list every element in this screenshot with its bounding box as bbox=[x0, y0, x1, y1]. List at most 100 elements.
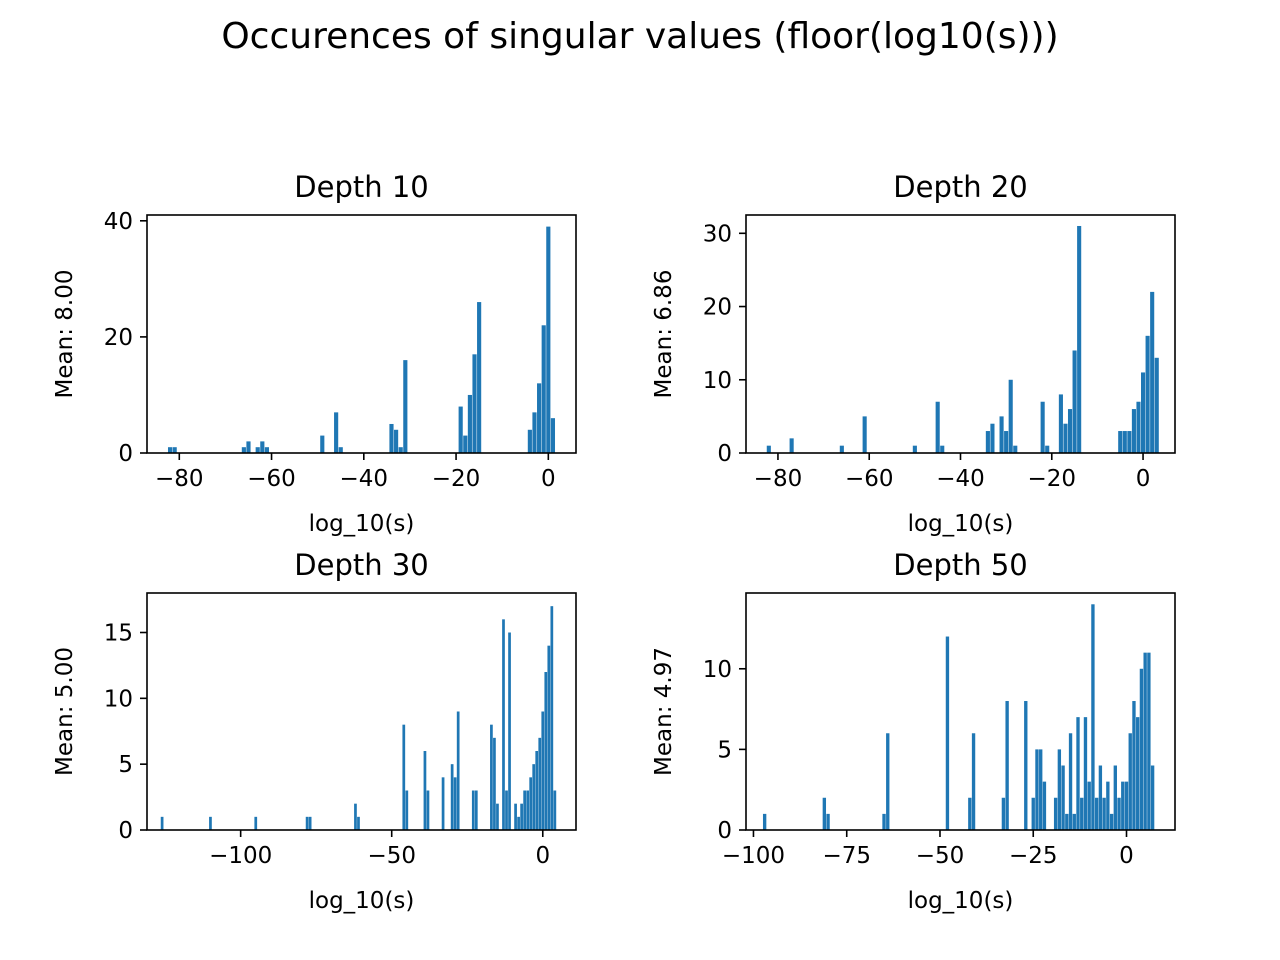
bar bbox=[394, 429, 399, 453]
bar bbox=[553, 790, 557, 830]
bar bbox=[467, 394, 472, 453]
x-tick-label: 0 bbox=[1136, 466, 1151, 492]
x-tick-label: −25 bbox=[1009, 843, 1058, 869]
y-tick-label: 20 bbox=[703, 295, 732, 321]
x-tick-label: −80 bbox=[754, 466, 803, 492]
axes-frame bbox=[745, 592, 1176, 831]
x-tick-label: −80 bbox=[155, 466, 204, 492]
bar bbox=[1035, 749, 1039, 830]
bar bbox=[1072, 813, 1076, 830]
subplot-depth-30: −100 −50 0 0 5 10 15 Depth 30 log_10(s) Mean: 5.0… bbox=[52, 548, 577, 914]
bar bbox=[1091, 604, 1095, 830]
bar bbox=[1080, 797, 1084, 830]
bar bbox=[541, 711, 545, 830]
bar bbox=[1065, 813, 1069, 830]
bar bbox=[1087, 781, 1091, 830]
y-tick-label: 10 bbox=[104, 686, 133, 712]
bar bbox=[1102, 797, 1106, 830]
bar bbox=[334, 412, 339, 453]
bar bbox=[1031, 797, 1035, 830]
bar bbox=[526, 790, 530, 830]
bar bbox=[463, 435, 468, 453]
bar bbox=[490, 724, 493, 830]
bar bbox=[1124, 781, 1129, 830]
bar bbox=[1143, 652, 1147, 830]
x-tick-label: −50 bbox=[916, 843, 965, 869]
bar bbox=[532, 412, 537, 453]
bar bbox=[1113, 765, 1117, 830]
bar bbox=[1077, 225, 1082, 453]
bar bbox=[403, 360, 408, 453]
bar bbox=[456, 711, 460, 830]
bar bbox=[496, 803, 499, 830]
y-axis-label: Mean: 6.86 bbox=[651, 270, 677, 399]
bar bbox=[1042, 781, 1047, 830]
bar bbox=[1128, 733, 1132, 830]
bar bbox=[1118, 431, 1123, 453]
bar bbox=[398, 447, 403, 453]
bar bbox=[532, 764, 536, 830]
bar bbox=[971, 733, 976, 830]
bar bbox=[1072, 350, 1077, 453]
bar bbox=[264, 447, 270, 453]
x-tick-label: −60 bbox=[247, 466, 296, 492]
bar bbox=[305, 816, 309, 830]
x-tick-label: −20 bbox=[432, 466, 481, 492]
bar bbox=[1122, 431, 1127, 453]
bar bbox=[1024, 701, 1028, 830]
x-tick-label: −60 bbox=[845, 466, 894, 492]
bar bbox=[1063, 423, 1068, 453]
bar bbox=[308, 816, 312, 830]
bar bbox=[450, 764, 454, 830]
bar bbox=[502, 619, 505, 830]
x-axis-label: log_10(s) bbox=[309, 888, 415, 914]
x-tick-label: −40 bbox=[340, 466, 389, 492]
x-tick-label: −50 bbox=[367, 843, 416, 869]
x-tick-label: −75 bbox=[822, 843, 871, 869]
bar bbox=[472, 354, 477, 453]
subplot-title: Depth 10 bbox=[294, 170, 428, 204]
bar bbox=[1058, 394, 1063, 453]
bar bbox=[1132, 701, 1136, 830]
bar bbox=[762, 813, 767, 830]
bar bbox=[517, 816, 520, 830]
bar bbox=[822, 797, 827, 830]
x-tick-label: 0 bbox=[1119, 843, 1134, 869]
x-tick-label: −20 bbox=[1028, 466, 1077, 492]
bar bbox=[1013, 445, 1018, 453]
bar bbox=[1121, 781, 1125, 830]
bar bbox=[945, 636, 950, 830]
y-tick-label: 10 bbox=[703, 657, 732, 683]
subplot-depth-10: −80 −60 −40 −20 0 0 20 40 Depth 10 log_10(s) Mean:… bbox=[52, 170, 577, 537]
y-axis-label: Mean: 5.00 bbox=[52, 647, 78, 776]
bar bbox=[1057, 749, 1062, 830]
bar bbox=[1145, 335, 1150, 453]
y-tick-label: 10 bbox=[703, 368, 732, 394]
bar bbox=[538, 737, 542, 830]
bar bbox=[1127, 431, 1132, 453]
bar bbox=[1139, 668, 1144, 830]
subplot-title: Depth 50 bbox=[893, 548, 1027, 582]
y-tick-label: 5 bbox=[118, 752, 133, 778]
bar bbox=[968, 797, 972, 830]
bar bbox=[389, 423, 394, 453]
x-axis-label: log_10(s) bbox=[309, 511, 415, 537]
axes-frame bbox=[745, 214, 1176, 454]
bar bbox=[354, 803, 357, 830]
bar bbox=[985, 431, 990, 453]
bar bbox=[423, 751, 427, 830]
bar bbox=[1150, 291, 1155, 453]
x-tick-label: −40 bbox=[936, 466, 985, 492]
y-tick-label: 0 bbox=[118, 441, 133, 467]
bar bbox=[1061, 765, 1065, 830]
bar bbox=[550, 418, 556, 453]
bar bbox=[535, 751, 539, 830]
bar bbox=[405, 790, 409, 830]
bar bbox=[912, 445, 917, 453]
bar bbox=[1040, 401, 1045, 453]
bar bbox=[1008, 379, 1013, 453]
bar bbox=[441, 777, 445, 830]
figure-title: Occurences of singular values (floor(log… bbox=[221, 16, 1058, 57]
x-tick-label: −100 bbox=[209, 843, 272, 869]
